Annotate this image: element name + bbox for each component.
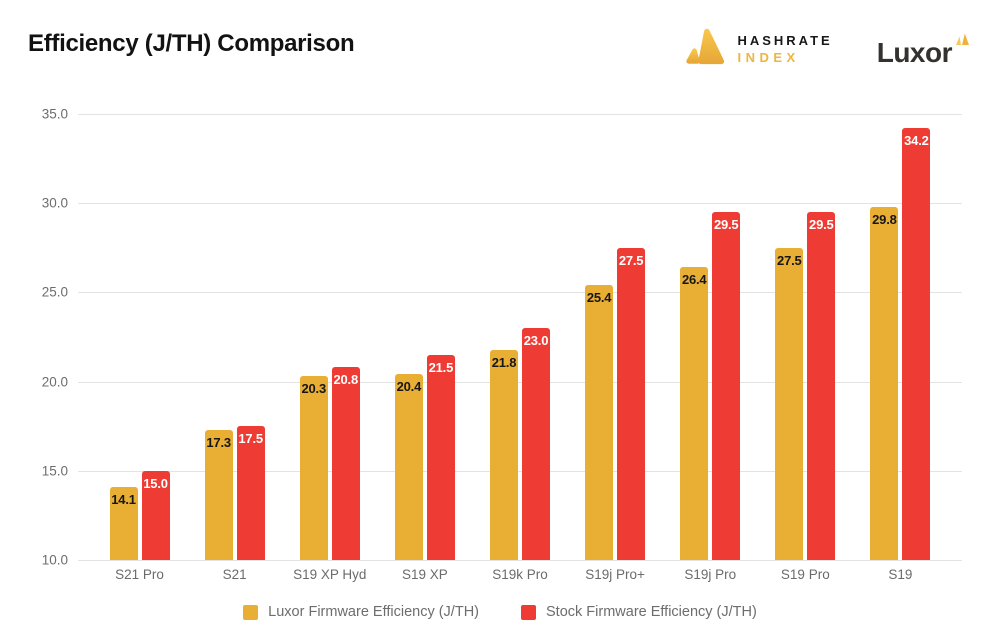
bar-groups: 14.1 15.0 17.3 17.5 20.3 20.8 20.4 21.5 21.8 23.0… (78, 114, 962, 560)
bar-value-label: 23.0 (523, 333, 549, 349)
x-axis-label: S19 Pro (780, 567, 830, 582)
header: Efficiency (J/TH) Comparison (0, 0, 1000, 73)
stock-bar: 15.0 (141, 470, 170, 560)
hashrate-text: HASHRATE (737, 33, 833, 49)
luxor-wordmark: Luxor (876, 36, 953, 68)
stock-bar: 23.0 (521, 328, 550, 560)
bar-group: 25.4 27.5 (568, 114, 663, 560)
bar-value-label: 20.4 (396, 379, 422, 395)
bar-group: 20.4 21.5 (377, 114, 472, 560)
gridline (78, 203, 962, 205)
bar-value-label: 25.4 (586, 290, 612, 306)
bar-chart-plot: 10.0 15.0 20.0 25.0 30.0 35.0 14.1 15.0 17.3 17.5… (42, 107, 962, 568)
bar-value-label: 26.4 (681, 272, 707, 288)
bar-group: 26.4 29.5 (663, 114, 758, 560)
stock-bar: 34.2 (902, 128, 931, 560)
y-tick-label: 25.0 (41, 284, 68, 300)
page-title: Efficiency (J/TH) Comparison (28, 30, 355, 57)
x-axis-label: S19j Pro+ (585, 567, 645, 582)
x-axis-label: S21 (222, 567, 247, 582)
stock-bar: 27.5 (617, 247, 646, 560)
bar-value-label: 15.0 (143, 475, 168, 491)
legend-label-luxor: Luxor Firmware Efficiency (J/TH) (268, 604, 479, 620)
bar-group: 29.8 34.2 (853, 114, 948, 560)
bar-group: 27.5 29.5 (758, 114, 853, 560)
x-axis-label: S19k Pro (492, 567, 548, 582)
legend-item-luxor: Luxor Firmware Efficiency (J/TH) (243, 604, 479, 620)
bar-value-label: 20.8 (333, 372, 359, 388)
gridline (78, 381, 962, 383)
stock-bar: 29.5 (807, 212, 836, 560)
legend-swatch-stock (521, 604, 536, 620)
legend-label-stock: Stock Firmware Efficiency (J/TH) (546, 604, 757, 620)
y-tick-label: 20.0 (41, 374, 68, 390)
bar-group: 14.1 15.0 (92, 114, 187, 560)
bar-value-label: 27.5 (777, 252, 802, 268)
logo-group: HASHRATE INDEX Luxor (682, 26, 970, 73)
bar-value-label: 17.5 (238, 431, 263, 447)
luxor-bar: 26.4 (680, 267, 709, 560)
luxor-bar: 27.5 (775, 247, 804, 560)
bar-group: 20.3 20.8 (282, 114, 377, 560)
bar-value-label: 29.5 (713, 217, 739, 233)
chart-legend: Luxor Firmware Efficiency (J/TH) Stock F… (0, 604, 1000, 620)
luxor-bar: 20.3 (299, 376, 328, 560)
x-axis-label: S19 XP (401, 567, 448, 582)
hashrate-index-logo: HASHRATE INDEX (682, 26, 832, 73)
x-axis-label: S21 Pro (115, 567, 164, 582)
y-tick-label: 15.0 (41, 463, 68, 479)
gridline (78, 114, 962, 115)
bar-value-label: 27.5 (618, 252, 644, 268)
luxor-bar: 20.4 (394, 374, 423, 560)
x-axis-label: S19j Pro (684, 567, 737, 582)
stock-bar: 29.5 (712, 212, 741, 560)
y-tick-label: 10.0 (41, 552, 68, 568)
bar-group: 21.8 23.0 (472, 114, 567, 560)
luxor-logo: Luxor (877, 33, 970, 67)
bar-value-label: 20.3 (301, 381, 327, 397)
luxor-bar: 17.3 (204, 429, 233, 560)
luxor-bar: 25.4 (585, 285, 614, 560)
luxor-bar: 21.8 (489, 349, 518, 560)
bar-value-label: 29.8 (872, 211, 897, 227)
x-axis-label: S19 (888, 567, 913, 582)
hashrate-index-wordmark: HASHRATE INDEX (737, 33, 832, 66)
hashrate-index-icon (682, 26, 728, 73)
y-tick-label: 30.0 (41, 195, 68, 211)
bar-value-label: 29.5 (809, 217, 834, 233)
bar-value-label: 17.3 (206, 434, 231, 450)
legend-swatch-luxor (243, 604, 259, 620)
luxor-bar: 29.8 (870, 206, 899, 560)
gridline (78, 560, 962, 561)
bar-value-label: 21.5 (428, 359, 454, 375)
bar-value-label: 21.8 (491, 354, 517, 370)
stock-bar: 20.8 (331, 367, 360, 560)
stock-bar: 17.5 (236, 426, 265, 560)
y-tick-label: 35.0 (41, 106, 68, 122)
luxor-bar: 14.1 (109, 486, 138, 560)
index-text: INDEX (737, 49, 800, 65)
legend-item-stock: Stock Firmware Efficiency (J/TH) (521, 604, 757, 620)
x-axis-label: S19 XP Hyd (293, 567, 367, 582)
luxor-triangle-icon (955, 33, 970, 51)
stock-bar: 21.5 (426, 354, 455, 560)
bar-value-label: 14.1 (111, 491, 136, 507)
gridline (78, 470, 962, 472)
x-axis-labels: S21 Pro S21 S19 XP Hyd S19 XP S19k Pro S19j P… (78, 567, 962, 582)
bar-value-label: 34.2 (904, 133, 929, 149)
gridline (78, 292, 962, 294)
bar-group: 17.3 17.5 (187, 114, 282, 560)
